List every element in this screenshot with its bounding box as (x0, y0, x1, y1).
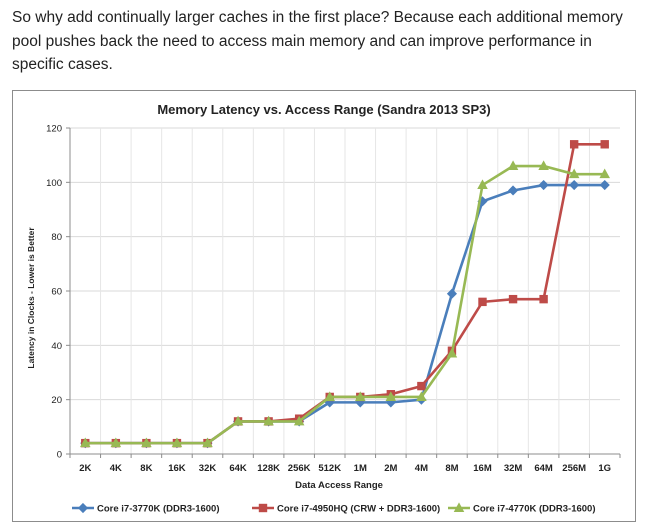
series-lines (80, 140, 610, 449)
memory-latency-chart: Memory Latency vs. Access Range (Sandra … (12, 90, 636, 522)
x-tick-label: 4K (110, 463, 122, 474)
x-tick-label: 64M (534, 463, 553, 474)
data-point (324, 391, 335, 401)
data-point (477, 179, 488, 190)
legend-swatch-marker (453, 502, 465, 513)
legend-label: Core i7-4950HQ (CRW + DDR3-1600) (277, 504, 440, 515)
y-tick-label: 20 (51, 395, 62, 406)
y-axis-label: Latency in Clocks - Lower is Better (26, 227, 36, 369)
y-tick-label: 100 (46, 178, 62, 189)
data-point (569, 179, 580, 191)
data-point (599, 168, 610, 179)
chart-title: Memory Latency vs. Access Range (Sandra … (157, 102, 490, 117)
tick-labels: 0 20 40 60 80 100 120 2K 4K 8K 16K 32K 64K 128K 256K 51… (46, 124, 611, 475)
x-tick-label: 16K (168, 463, 186, 474)
chart-container: Memory Latency vs. Access Range (Sandra … (12, 90, 636, 522)
data-point (232, 415, 244, 426)
data-point (141, 437, 152, 448)
data-point (569, 140, 579, 149)
x-tick-label: 256M (562, 463, 586, 474)
data-point (539, 294, 548, 304)
x-tick-label: 32K (199, 463, 217, 474)
data-point (202, 437, 213, 448)
x-tick-label: 2M (384, 463, 397, 474)
x-tick-label: 4M (415, 463, 428, 474)
x-tick-label: 64K (229, 463, 247, 474)
x-tick-label: 8M (445, 463, 458, 474)
series-line (85, 164, 605, 445)
x-tick-label: 8K (140, 463, 152, 474)
legend-item: Core i7-3770K (DDR3-1600) (72, 502, 220, 515)
y-tick-label: 0 (57, 450, 62, 461)
y-tick-label: 60 (51, 287, 62, 298)
x-tick-label: 1G (598, 463, 611, 474)
data-point (417, 381, 426, 391)
chart-frame (12, 90, 636, 522)
x-tick-label: 16M (473, 463, 492, 474)
y-tick-label: 40 (51, 341, 62, 352)
legend-swatch-marker (77, 502, 89, 514)
data-point (263, 415, 274, 426)
data-point (80, 437, 91, 448)
legend-label: Core i7-3770K (DDR3-1600) (97, 504, 220, 515)
series-3 (80, 160, 610, 448)
data-point (171, 437, 183, 448)
x-axis-label: Data Access Range (295, 480, 383, 491)
legend-swatch-marker (258, 503, 268, 513)
legend: Core i7-3770K (DDR3-1600) Core i7-4950HQ … (72, 502, 596, 515)
legend-label: Core i7-4770K (DDR3-1600) (473, 504, 596, 515)
data-point (355, 391, 366, 401)
data-point (600, 140, 609, 149)
data-point (478, 297, 487, 307)
x-tick-label: 512K (318, 463, 341, 474)
x-tick-label: 1M (354, 463, 367, 474)
data-point (599, 179, 610, 191)
article-paragraph: So why add continually larger caches in … (12, 9, 623, 73)
data-point (568, 168, 580, 179)
data-point (538, 160, 549, 171)
y-tick-label: 120 (46, 124, 62, 135)
data-point (507, 160, 519, 171)
legend-item: Core i7-4770K (DDR3-1600) (448, 502, 596, 515)
y-tick-label: 80 (51, 232, 62, 243)
data-point (446, 288, 458, 299)
legend-item: Core i7-4950HQ (CRW + DDR3-1600) (252, 504, 440, 515)
data-point (538, 179, 549, 191)
data-point (508, 294, 518, 304)
data-point (385, 391, 397, 401)
data-point (507, 185, 519, 196)
data-point (110, 437, 122, 448)
data-point (446, 347, 458, 358)
x-tick-label: 128K (257, 463, 280, 474)
x-tick-label: 32M (504, 463, 523, 474)
data-point (416, 391, 427, 401)
x-tick-label: 256K (288, 463, 311, 474)
data-point (293, 415, 305, 426)
gridlines (70, 127, 620, 454)
axes (66, 127, 621, 458)
x-tick-label: 2K (79, 463, 91, 474)
